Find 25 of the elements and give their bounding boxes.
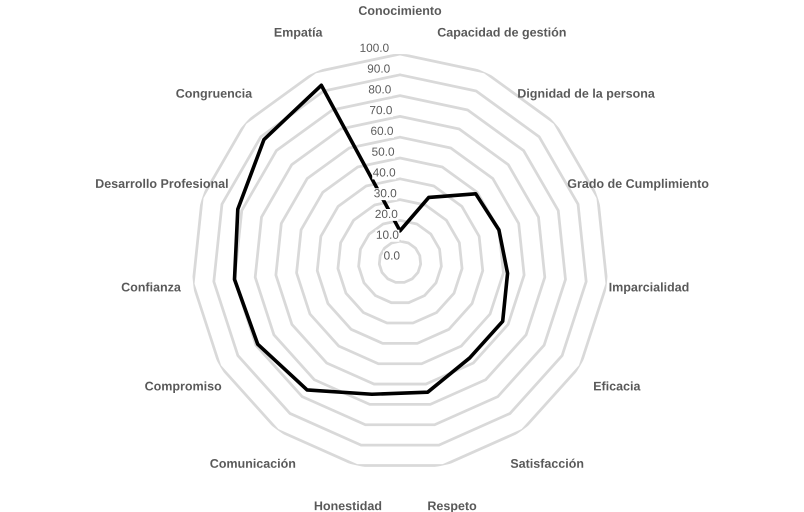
y-tick-label: 80.0 <box>368 85 391 94</box>
spoke-label: Imparcialidad <box>610 282 688 294</box>
y-tick-label: 50.0 <box>372 147 394 156</box>
y-tick-label: 90.0 <box>368 64 390 73</box>
spoke-label: Desarrollo Profesional <box>96 178 228 188</box>
y-tick-label: 30.0 <box>374 188 396 198</box>
spoke-label: Eficacia <box>594 381 641 391</box>
spoke-label: Comunicación <box>210 458 296 468</box>
y-tick-label: 100.0 <box>360 44 389 52</box>
spoke-label: Satisfacción <box>510 458 584 468</box>
y-tick-label: 60.0 <box>371 126 394 136</box>
y-tick-label: 70.0 <box>370 106 392 114</box>
spoke-label: Honestidad <box>314 501 382 510</box>
y-tick-label: 0.0 <box>384 251 400 260</box>
y-tick-label: 20.0 <box>375 210 398 218</box>
spoke-label: Congruencia <box>176 88 252 100</box>
spoke-label: Capacidad de gestión <box>438 27 566 40</box>
spoke-label: Dignidad de la persona <box>518 88 655 100</box>
y-tick-label: 40.0 <box>372 168 396 177</box>
spoke-label: Conocimiento <box>358 6 442 15</box>
y-tick-label: 10.0 <box>376 230 398 239</box>
spoke-label: Compromiso <box>145 381 222 394</box>
spoke-label: Confianza <box>122 282 181 292</box>
spoke-label: Grado de Cumplimiento <box>568 178 708 190</box>
spoke-label: Empatía <box>274 27 323 40</box>
